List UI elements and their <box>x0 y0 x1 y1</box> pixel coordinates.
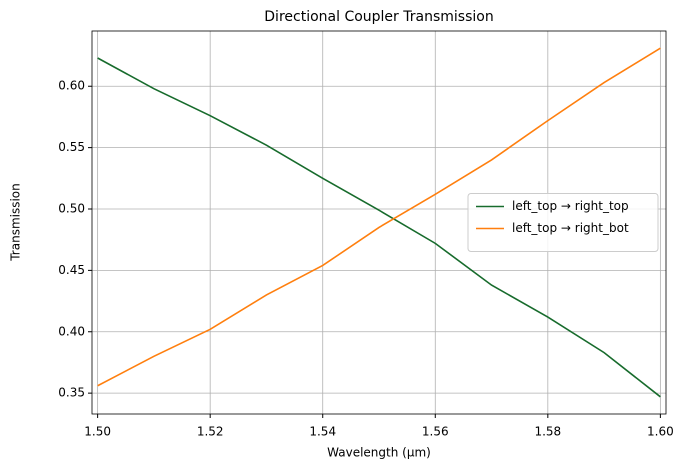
x-axis-label: Wavelength (μm) <box>327 446 431 460</box>
legend-box <box>467 193 659 252</box>
y-tick-label: 0.45 <box>58 263 85 277</box>
plot-frame <box>91 30 667 415</box>
legend-label: left_top → right_top <box>512 199 629 213</box>
data-line <box>97 47 661 387</box>
data-line <box>97 57 661 398</box>
y-tick-label: 0.40 <box>58 324 85 338</box>
legend: left_top → right_top left_top → right_bot <box>467 193 659 252</box>
x-tick-label: 1.58 <box>534 425 561 439</box>
chart-title: Directional Coupler Transmission <box>264 9 493 25</box>
legend-label: left_top → right_bot <box>512 221 629 235</box>
y-tick-label: 0.35 <box>58 386 85 400</box>
y-tick-label: 0.55 <box>58 140 85 154</box>
x-tick-label: 1.60 <box>647 425 674 439</box>
x-tick-label: 1.54 <box>309 425 336 439</box>
x-tick-label: 1.50 <box>84 425 111 439</box>
y-tick-label: 0.60 <box>58 79 85 93</box>
y-tick-label: 0.50 <box>58 201 85 215</box>
x-tick-label: 1.56 <box>422 425 449 439</box>
x-tick-label: 1.52 <box>197 425 224 439</box>
y-axis-label: Transmission <box>9 183 23 262</box>
